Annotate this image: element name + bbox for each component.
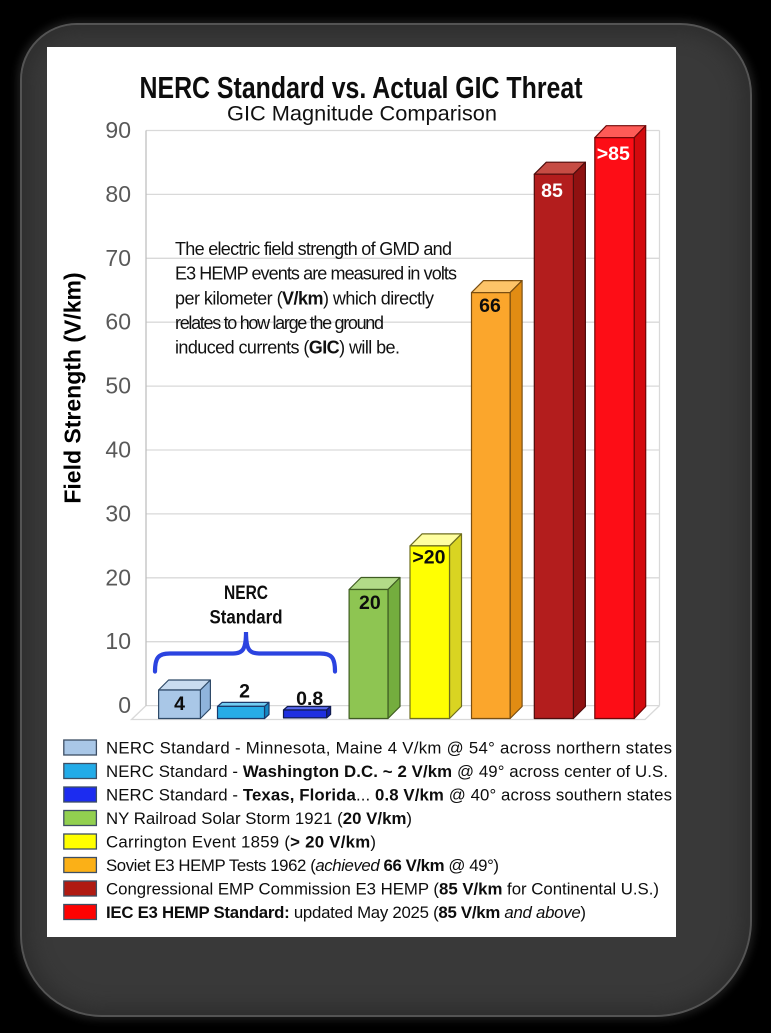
svg-text:NERC Standard - Minnesota, Mai: NERC Standard - Minnesota, Maine 4 V/km … xyxy=(106,739,672,758)
svg-text:20: 20 xyxy=(359,592,381,614)
svg-text:NERC: NERC xyxy=(224,582,268,604)
svg-text:E3 HEMP events are measured in: E3 HEMP events are measured in volts xyxy=(175,264,457,284)
svg-text:NERC Standard - Washington D.C: NERC Standard - Washington D.C. ~ 2 V/km… xyxy=(106,762,668,781)
svg-text:relates to how large the groun: relates to how large the ground xyxy=(175,313,384,333)
svg-text:70: 70 xyxy=(105,245,131,271)
svg-text:66: 66 xyxy=(479,295,501,317)
svg-text:40: 40 xyxy=(105,437,131,463)
svg-text:Soviet E3 HEMP Tests 1962 (ach: Soviet E3 HEMP Tests 1962 (achieved 66 V… xyxy=(106,856,499,875)
svg-text:10: 10 xyxy=(105,628,131,654)
svg-text:Carrington Event 1859 (> 20 V/: Carrington Event 1859 (> 20 V/km) xyxy=(106,833,376,852)
svg-text:0: 0 xyxy=(118,692,131,718)
svg-text:Congressional EMP Commission E: Congressional EMP Commission E3 HEMP (85… xyxy=(106,880,659,899)
svg-text:80: 80 xyxy=(105,181,131,207)
svg-text:Standard: Standard xyxy=(210,607,283,629)
svg-text:The electric field strength of: The electric field strength of GMD and xyxy=(175,239,452,259)
svg-text:NERC Standard vs. Actual GIC T: NERC Standard vs. Actual GIC Threat xyxy=(140,70,583,105)
svg-text:>85: >85 xyxy=(597,143,630,165)
svg-text:Field Strength (V/km): Field Strength (V/km) xyxy=(60,272,86,503)
svg-text:GIC Magnitude Comparison: GIC Magnitude Comparison xyxy=(227,102,497,126)
svg-text:IEC E3 HEMP Standard: updated: IEC E3 HEMP Standard: updated May 2025 (… xyxy=(106,903,586,922)
svg-text:90: 90 xyxy=(105,117,131,143)
svg-text:2: 2 xyxy=(239,681,250,703)
svg-text:4: 4 xyxy=(174,693,185,715)
svg-text:60: 60 xyxy=(105,309,131,335)
svg-text:50: 50 xyxy=(105,373,131,399)
svg-text:induced currents (GIC) will be: induced currents (GIC) will be. xyxy=(175,338,400,358)
svg-text:per kilometer (V/km) which dir: per kilometer (V/km) which directly xyxy=(175,288,434,308)
svg-text:NY Railroad Solar Storm 1921 (: NY Railroad Solar Storm 1921 (20 V/km) xyxy=(106,809,412,828)
svg-text:85: 85 xyxy=(541,180,563,202)
svg-text:0.8: 0.8 xyxy=(296,688,323,710)
svg-text:30: 30 xyxy=(105,500,131,526)
svg-text:NERC Standard - Texas, Florida: NERC Standard - Texas, Florida... 0.8 V/… xyxy=(106,786,672,805)
svg-text:20: 20 xyxy=(105,564,131,590)
svg-text:>20: >20 xyxy=(412,547,445,569)
